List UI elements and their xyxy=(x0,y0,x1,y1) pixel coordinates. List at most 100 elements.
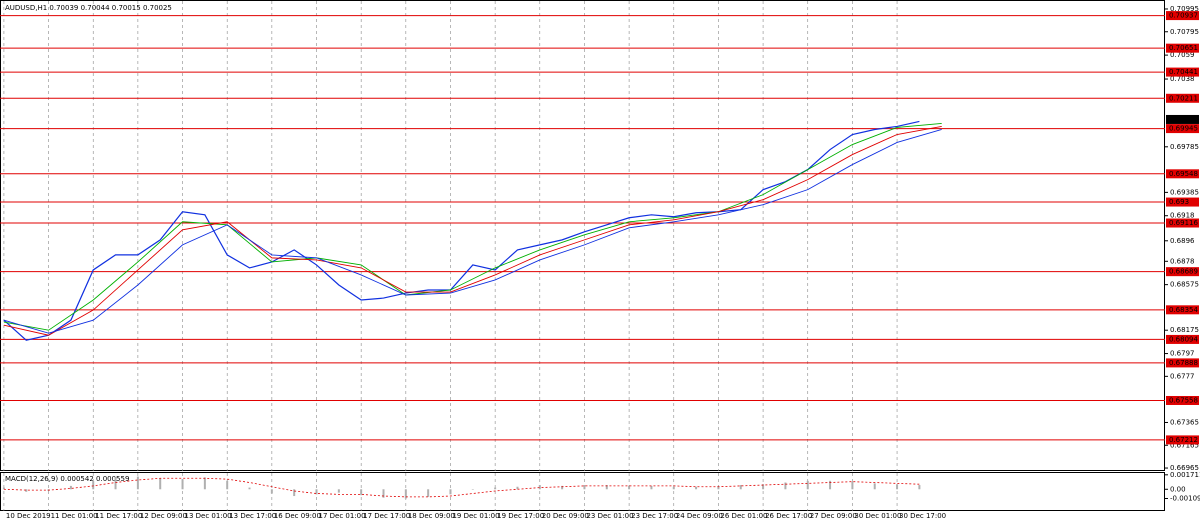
macd-bar xyxy=(896,484,899,490)
macd-bar xyxy=(449,489,452,495)
y-tick-label: 0.6918 xyxy=(1170,212,1195,220)
y-tick-label: 0.68175 xyxy=(1170,326,1199,334)
price-line xyxy=(3,120,920,341)
signal-line xyxy=(3,477,920,498)
macd-bar xyxy=(695,486,698,490)
level-label-box xyxy=(1166,11,1199,21)
level-label-box xyxy=(1166,435,1199,445)
macd-bar xyxy=(918,485,921,490)
level-label-box xyxy=(1166,67,1199,77)
y-tick-label: 0.001711 xyxy=(1170,471,1200,479)
x-tick-label: 19 Dec 01:00 xyxy=(452,512,499,520)
macd-bar xyxy=(494,487,497,490)
y-tick-label: 0.69385 xyxy=(1170,188,1199,196)
level-label: 0.69116 xyxy=(1169,219,1198,227)
level-label: 0.67558 xyxy=(1169,396,1198,404)
y-tick-label: 0.6896 xyxy=(1170,237,1195,245)
macd-bar xyxy=(337,489,340,493)
macd-bar xyxy=(851,481,854,490)
moving-average xyxy=(3,123,942,331)
x-tick-label: 13 Dec 01:00 xyxy=(185,512,232,520)
level-label-box xyxy=(1166,305,1199,315)
y-tick-label: 0.67365 xyxy=(1170,418,1199,426)
level-label: 0.70651 xyxy=(1169,44,1198,52)
x-tick-label: 13 Dec 17:00 xyxy=(229,512,276,520)
level-label: 0.69548 xyxy=(1169,170,1198,178)
macd-bar xyxy=(784,482,787,490)
x-tick-label: 10 Dec 2019 xyxy=(6,512,51,520)
level-label: 0.68689 xyxy=(1169,268,1198,276)
macd-title: MACD(12,26,9) 0.000542 0.000559 xyxy=(5,475,129,483)
macd-bar xyxy=(762,484,765,490)
y-tick-label: 0.7059 xyxy=(1170,51,1195,59)
macd-bar xyxy=(516,486,519,490)
macd-bar xyxy=(293,489,296,497)
level-label: 0.67888 xyxy=(1169,359,1198,367)
macd-bar xyxy=(739,485,742,490)
macd-bar xyxy=(650,485,653,490)
y-tick-label: 0.68575 xyxy=(1170,281,1199,289)
macd-bar xyxy=(873,483,876,490)
macd-bar xyxy=(315,489,318,495)
x-tick-label: 26 Dec 17:00 xyxy=(765,512,812,520)
x-tick-label: 27 Dec 09:00 xyxy=(810,512,857,520)
y-tick-label: -0.001093 xyxy=(1170,495,1200,503)
level-label-box xyxy=(1166,124,1199,134)
macd-bar xyxy=(404,489,407,499)
macd-bar xyxy=(829,480,832,490)
moving-average xyxy=(3,129,942,334)
macd-bar xyxy=(159,478,162,490)
x-tick-label: 20 Dec 09:00 xyxy=(542,512,589,520)
level-label: 0.68354 xyxy=(1169,306,1198,314)
x-tick-label: 11 Dec 01:00 xyxy=(51,512,98,520)
x-tick-label: 18 Dec 09:00 xyxy=(408,512,455,520)
macd-bar xyxy=(25,489,28,492)
macd-bar xyxy=(114,477,117,490)
macd-bar xyxy=(538,485,541,490)
macd-bar xyxy=(672,486,675,490)
level-label-box xyxy=(1166,334,1199,344)
level-label: 0.70937 xyxy=(1169,12,1198,20)
level-label-box xyxy=(1166,93,1199,103)
x-tick-label: 30 Dec 01:00 xyxy=(854,512,901,520)
x-tick-label: 26 Dec 01:00 xyxy=(720,512,767,520)
y-tick-label: 0.6777 xyxy=(1170,372,1195,380)
x-tick-label: 17 Dec 17:00 xyxy=(363,512,410,520)
level-label-box xyxy=(1166,267,1199,277)
macd-bar xyxy=(69,485,72,490)
x-tick-label: 11 Dec 17:00 xyxy=(95,512,142,520)
macd-bar xyxy=(270,489,273,494)
macd-bar xyxy=(561,485,564,490)
macd-bar xyxy=(203,477,206,490)
macd-bar xyxy=(717,485,720,490)
macd-bar xyxy=(92,480,95,490)
level-label-box xyxy=(1166,43,1199,53)
macd-bar xyxy=(226,480,229,490)
chart-title: AUDUSD,H1 0.70039 0.70044 0.70015 0.7002… xyxy=(5,4,172,12)
level-label-box xyxy=(1166,169,1199,179)
y-tick-label: 0.70995 xyxy=(1170,5,1199,13)
x-tick-label: 24 Dec 09:00 xyxy=(676,512,723,520)
y-tick-label: 0.70795 xyxy=(1170,28,1199,36)
x-tick-label: 12 Dec 09:00 xyxy=(140,512,187,520)
x-tick-label: 17 Dec 01:00 xyxy=(319,512,366,520)
macd-bar xyxy=(471,489,474,490)
macd-bar xyxy=(628,485,631,490)
level-label-box xyxy=(1166,395,1199,405)
macd-bar xyxy=(427,489,430,497)
level-label: 0.70441 xyxy=(1169,68,1198,76)
macd-bar xyxy=(136,476,139,490)
macd-bar xyxy=(2,487,5,490)
macd-window xyxy=(0,472,1165,511)
level-label: 0.70211 xyxy=(1169,94,1198,102)
macd-bar xyxy=(248,487,251,490)
x-tick-label: 16 Dec 09:00 xyxy=(274,512,321,520)
x-tick-label: 23 Dec 17:00 xyxy=(631,512,678,520)
y-tick-label: 0.6797 xyxy=(1170,350,1195,358)
level-label: 0.67212 xyxy=(1169,436,1198,444)
y-tick-label: 0.00 xyxy=(1170,485,1186,493)
macd-bar xyxy=(583,485,586,490)
level-label: 0.693 xyxy=(1169,198,1189,206)
x-tick-label: 19 Dec 17:00 xyxy=(497,512,544,520)
